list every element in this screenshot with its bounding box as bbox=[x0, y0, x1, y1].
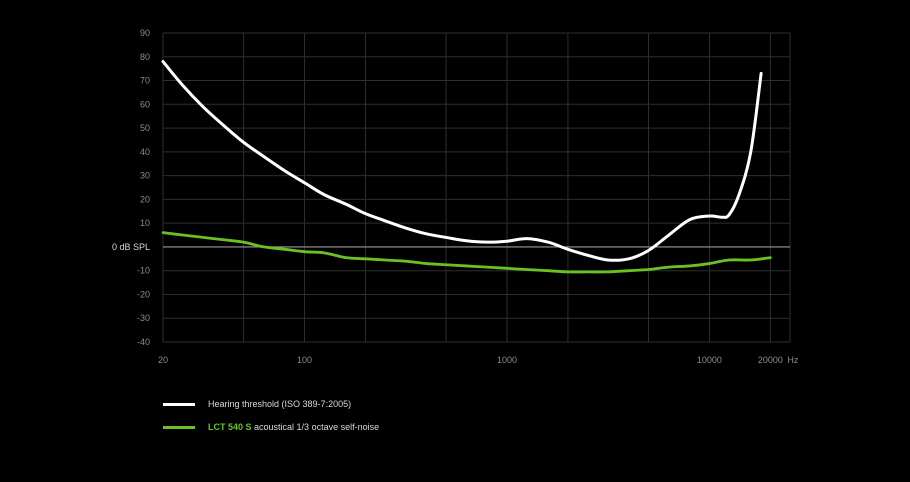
chart-legend: Hearing threshold (ISO 389-7:2005) LCT 5… bbox=[163, 396, 379, 442]
y-axis-ticks: 90 80 70 60 50 40 30 20 10 -10 -20 -30 -40 0 dB SPL bbox=[112, 28, 150, 347]
legend-item-hearing-threshold: Hearing threshold (ISO 389-7:2005) bbox=[163, 396, 379, 412]
y-zero-label: 0 dB SPL bbox=[112, 242, 150, 252]
legend-label-description: acoustical 1/3 octave self-noise bbox=[254, 422, 380, 432]
legend-swatch-green bbox=[163, 425, 195, 429]
series-line-hearing-threshold bbox=[161, 60, 763, 262]
chart-series bbox=[161, 60, 772, 274]
legend-label: Hearing threshold (ISO 389-7:2005) bbox=[208, 399, 352, 409]
legend-item-self-noise: LCT 540 S acoustical 1/3 octave self-noi… bbox=[163, 419, 379, 435]
chart-grid bbox=[162, 32, 791, 343]
x-tick-label: 20 bbox=[158, 355, 168, 365]
legend-label-product: LCT 540 S bbox=[208, 422, 252, 432]
x-tick-label: 1000 bbox=[497, 355, 517, 365]
series-line-self-noise bbox=[161, 231, 772, 274]
y-tick-label: -10 bbox=[137, 266, 150, 276]
y-tick-label: -20 bbox=[137, 289, 150, 299]
y-tick-label: 70 bbox=[140, 76, 150, 86]
x-tick-label: 20000 bbox=[758, 355, 783, 365]
y-tick-label: 60 bbox=[140, 99, 150, 109]
legend-label: LCT 540 S acoustical 1/3 octave self-noi… bbox=[208, 422, 379, 432]
x-unit-label: Hz bbox=[787, 355, 798, 365]
y-tick-label: 80 bbox=[140, 52, 150, 62]
legend-swatch-white bbox=[163, 402, 195, 406]
y-tick-label: -30 bbox=[137, 313, 150, 323]
y-tick-label: 40 bbox=[140, 147, 150, 157]
x-tick-label: 100 bbox=[297, 355, 312, 365]
y-tick-label: 90 bbox=[140, 28, 150, 38]
x-tick-label: 10000 bbox=[697, 355, 722, 365]
y-tick-label: 20 bbox=[140, 194, 150, 204]
y-tick-label: 10 bbox=[140, 218, 150, 228]
y-tick-label: 30 bbox=[140, 171, 150, 181]
y-tick-label: -40 bbox=[137, 337, 150, 347]
x-axis-ticks: 20 100 1000 10000 20000 Hz bbox=[158, 355, 799, 365]
y-tick-label: 50 bbox=[140, 123, 150, 133]
